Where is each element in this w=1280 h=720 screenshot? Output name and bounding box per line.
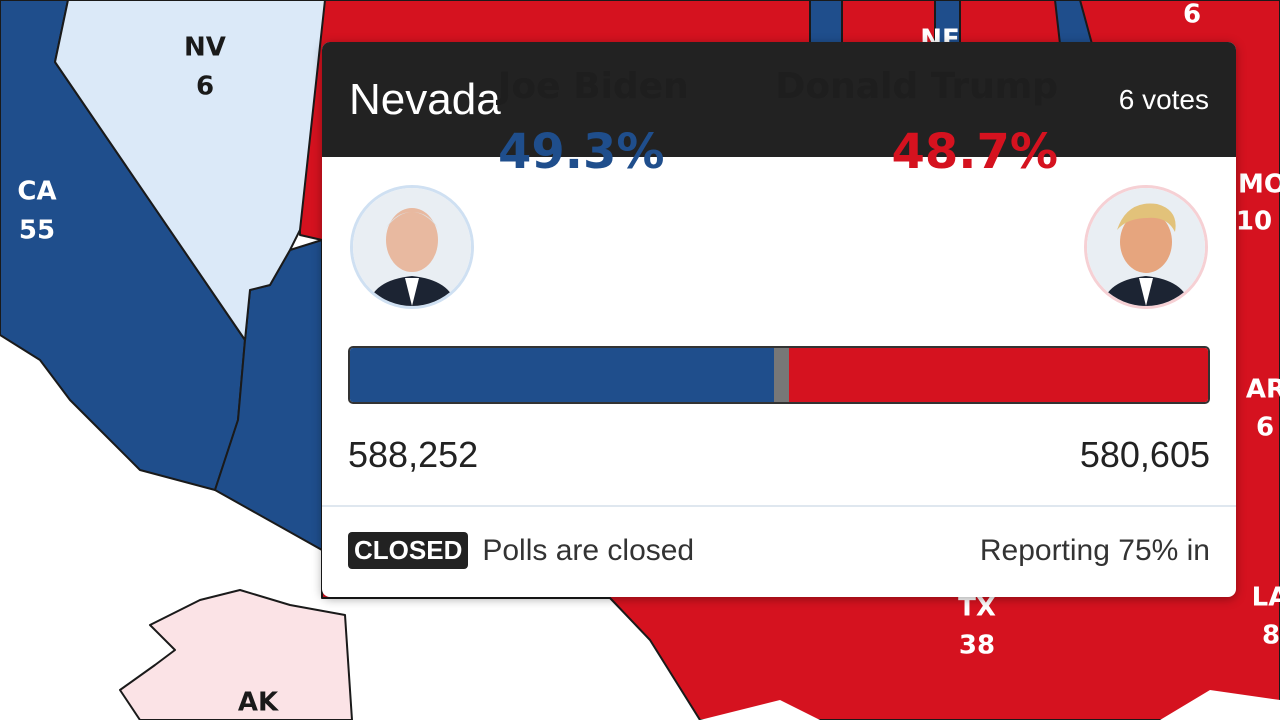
divider bbox=[322, 505, 1236, 507]
bar-divider bbox=[774, 348, 790, 402]
state-popup: Nevada 6 votes Joe Biden 49.3% Donald Tr… bbox=[322, 42, 1236, 597]
popup-header: Nevada 6 votes bbox=[322, 42, 1236, 157]
gulf bbox=[1160, 690, 1280, 720]
bar-segment bbox=[789, 348, 1208, 402]
state-name: Nevada bbox=[349, 74, 501, 124]
status-text: Polls are closed bbox=[482, 533, 695, 567]
state-abbr: MO bbox=[1238, 170, 1280, 200]
popup-footer: CLOSED Polls are closed Reporting 75% in bbox=[348, 532, 1210, 569]
state-abbr: LA bbox=[1252, 583, 1280, 613]
vote-count: 588,252 bbox=[348, 434, 479, 475]
state-abbr: CA bbox=[17, 177, 56, 207]
candidate-name: Joe Biden bbox=[498, 66, 689, 107]
state-abbr: AK bbox=[238, 688, 279, 718]
portrait bbox=[353, 188, 471, 306]
state-abbr: TX bbox=[958, 593, 996, 623]
blue-state bbox=[809, 0, 843, 45]
candidate-name: Donald Trump bbox=[775, 66, 1058, 107]
portrait bbox=[1087, 188, 1205, 306]
state-votes: 55 bbox=[19, 216, 55, 246]
state-votes: 6 bbox=[1256, 413, 1274, 443]
state-votes: 10 bbox=[1236, 207, 1272, 237]
nevada bbox=[54, 0, 326, 341]
state-abbr: AR bbox=[1246, 375, 1280, 405]
state-votes: 38 bbox=[959, 631, 995, 661]
candidate-percent: 48.7% bbox=[891, 124, 1058, 180]
state-votes: 6 bbox=[196, 72, 214, 102]
candidate-percent: 49.3% bbox=[498, 124, 665, 180]
bar-segment bbox=[350, 348, 775, 402]
reporting-text: Reporting 75% in bbox=[979, 533, 1210, 567]
electoral-votes: 6 votes bbox=[1118, 83, 1209, 115]
status-badge: CLOSED bbox=[348, 532, 469, 569]
state-votes: 6 bbox=[1183, 0, 1201, 30]
gulf bbox=[700, 700, 820, 720]
candidate-photo bbox=[1084, 185, 1208, 309]
state-votes: 8 bbox=[1262, 621, 1280, 651]
alaska bbox=[119, 589, 353, 720]
state-abbr: NV bbox=[184, 33, 226, 63]
candidate-photo bbox=[350, 185, 474, 309]
vote-bar bbox=[348, 346, 1210, 404]
vote-count: 580,605 bbox=[1079, 434, 1210, 475]
